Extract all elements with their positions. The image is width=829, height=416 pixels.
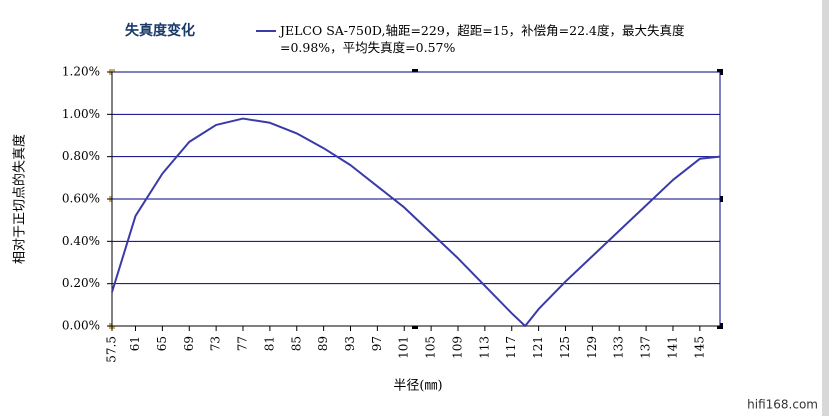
x-tick-label: 101	[397, 336, 411, 359]
x-tick-label: 133	[612, 336, 626, 359]
x-tick-label: 145	[692, 336, 706, 359]
window-edge	[822, 0, 829, 416]
y-tick-label: 0.40%	[62, 234, 100, 248]
x-tick-label: 93	[343, 336, 357, 351]
x-tick-label: 69	[182, 336, 196, 351]
y-tick-label: 1.20%	[62, 65, 100, 79]
x-tick-label: 57.5	[105, 336, 119, 363]
x-tick-label: 77	[236, 336, 250, 351]
x-tick-label: 81	[262, 336, 276, 351]
x-tick-label: 73	[209, 336, 223, 351]
y-tick-label: 0.60%	[62, 192, 100, 206]
x-tick-label: 97	[370, 336, 384, 351]
x-tick-label: 117	[504, 336, 518, 359]
x-tick-label: 85	[289, 336, 303, 351]
chart-title: 失真度变化	[125, 22, 195, 39]
x-tick-label: 129	[585, 336, 599, 359]
x-tick-label: 125	[558, 336, 572, 359]
x-tick-label: 89	[316, 336, 330, 351]
x-tick-label: 141	[665, 336, 679, 359]
y-axis-label: 相对于正切点的失真度	[12, 134, 28, 264]
x-tick-label: 61	[128, 336, 142, 351]
watermark: hifi168.com	[747, 398, 818, 412]
legend-entry: JELCO SA-750D,轴距=229，超距=15，补偿角=22.4度，最大失…	[280, 23, 685, 55]
x-tick-label: 65	[155, 336, 169, 351]
x-tick-label: 121	[531, 336, 545, 359]
x-tick-label: 109	[450, 336, 464, 359]
x-tick-label: 113	[477, 336, 491, 359]
y-tick-label: 0.80%	[62, 149, 100, 163]
y-tick-label: 1.00%	[62, 107, 100, 121]
y-tick-label: 0.20%	[62, 276, 100, 290]
x-tick-label: 137	[639, 336, 653, 359]
line-series	[111, 117, 721, 327]
x-axis-label: 半径(㎜)	[393, 379, 442, 394]
y-tick-label: 0.00%	[62, 319, 100, 333]
x-tick-label: 105	[424, 336, 438, 359]
